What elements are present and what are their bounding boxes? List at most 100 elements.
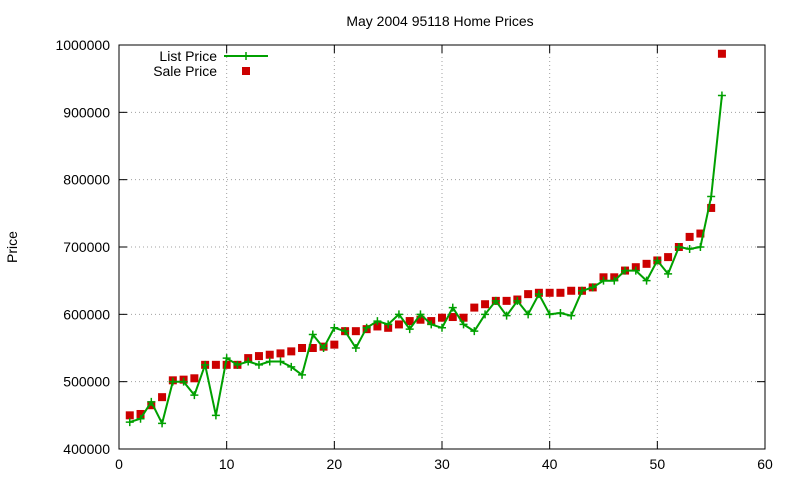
legend-plus <box>242 52 250 60</box>
list-price-point <box>190 391 199 400</box>
legend: List Price Sale Price <box>153 48 268 79</box>
sale-price-point <box>642 259 651 268</box>
list-price-point <box>416 310 425 319</box>
list-price-point <box>524 310 533 319</box>
list-price-point <box>233 360 242 369</box>
list-price-point <box>254 360 263 369</box>
list-price-point <box>534 290 543 299</box>
list-price-point <box>319 344 328 352</box>
list-price-point <box>330 323 339 332</box>
sale-price-point <box>158 393 167 402</box>
sale-price-point <box>222 360 231 369</box>
sale-price-point <box>405 317 414 326</box>
sale-price-point <box>448 313 457 322</box>
sale-price-point <box>524 290 533 299</box>
list-price-point <box>685 245 694 254</box>
y-tick-label: 700000 <box>63 239 110 255</box>
list-price-point <box>556 308 565 317</box>
list-price-point <box>674 243 683 251</box>
sale-price-point <box>254 352 263 361</box>
sale-price-point <box>459 313 468 322</box>
y-axis-label: Price <box>4 231 20 263</box>
sale-price-point <box>470 303 479 312</box>
list-price-point <box>664 269 673 278</box>
x-tick-label: 50 <box>650 456 666 472</box>
list-price-point <box>136 414 145 423</box>
list-price-point <box>588 283 597 292</box>
sale-price-point <box>567 286 576 295</box>
sale-price-point <box>502 296 511 305</box>
list-price-point <box>621 266 630 275</box>
list-price-point <box>244 357 253 366</box>
sale-price-point <box>125 411 134 420</box>
list-price-point <box>717 91 726 100</box>
list-price-point <box>545 310 554 319</box>
sale-price-point <box>211 360 220 369</box>
axis-ticks: 400000 500000 600000 700000 800000 900000 1000… <box>55 37 773 472</box>
list-price-point <box>491 296 500 305</box>
sale-price-point <box>438 313 446 322</box>
x-tick-label: 0 <box>115 456 123 472</box>
list-price-point <box>481 310 490 319</box>
sale-price-point <box>136 409 145 418</box>
chart-title: May 2004 95118 Home Prices <box>346 13 533 29</box>
sale-price-point <box>664 253 673 262</box>
sale-price-point <box>373 322 382 331</box>
list-price-point <box>707 192 716 201</box>
list-price-point <box>308 330 317 339</box>
list-price-point <box>448 303 457 312</box>
sale-price-point <box>351 327 360 336</box>
list-price-point <box>567 311 576 320</box>
list-price-point <box>513 296 522 305</box>
sale-price-point <box>394 320 403 329</box>
sale-price-point <box>556 288 565 297</box>
y-tick-label: 1000000 <box>55 37 110 53</box>
list-price-point <box>610 276 619 285</box>
x-tick-label: 10 <box>219 456 235 472</box>
legend-list-price-label: List Price <box>159 48 217 64</box>
list-price-point <box>459 320 468 329</box>
list-price-point <box>362 323 371 332</box>
list-price-point <box>696 243 705 251</box>
x-tick-label: 20 <box>327 456 343 472</box>
sale-price-point <box>298 344 307 352</box>
list-price-point <box>373 317 382 326</box>
sale-price-point <box>265 350 274 359</box>
list-price-point <box>222 354 231 363</box>
y-tick-label: 500000 <box>63 374 110 390</box>
list-price-point <box>351 344 360 352</box>
list-price-point <box>631 266 640 275</box>
x-tick-label: 30 <box>434 456 450 472</box>
list-price-point <box>276 357 285 366</box>
list-price-point <box>405 325 414 334</box>
list-price-point <box>179 377 188 386</box>
list-price-point <box>147 397 156 406</box>
list-price-line <box>129 95 723 427</box>
y-tick-label: 900000 <box>63 104 110 120</box>
sale-price-point <box>330 340 339 349</box>
grid-lines <box>119 45 765 449</box>
list-price-point <box>577 286 586 295</box>
sale-price-point <box>707 203 716 212</box>
list-price-point <box>394 310 403 319</box>
list-price-point <box>158 419 167 428</box>
sale-price-point <box>416 315 425 324</box>
y-tick-label: 600000 <box>63 306 110 322</box>
list-price-point <box>298 370 307 379</box>
list-price-point <box>125 418 134 427</box>
sale-price-point <box>481 300 490 309</box>
list-price-point <box>642 276 651 285</box>
sale-price-point <box>685 232 694 241</box>
sale-price-point <box>287 347 296 356</box>
y-tick-label: 400000 <box>63 441 110 457</box>
list-price-point <box>201 360 210 369</box>
list-price-point <box>470 327 479 336</box>
legend-list-price-marker <box>242 52 250 60</box>
list-price-point <box>341 327 350 336</box>
list-price-point <box>502 311 511 320</box>
sale-price-point <box>190 374 199 383</box>
x-tick-label: 60 <box>757 456 773 472</box>
list-price-point <box>168 377 177 386</box>
sale-price-point <box>717 49 726 58</box>
